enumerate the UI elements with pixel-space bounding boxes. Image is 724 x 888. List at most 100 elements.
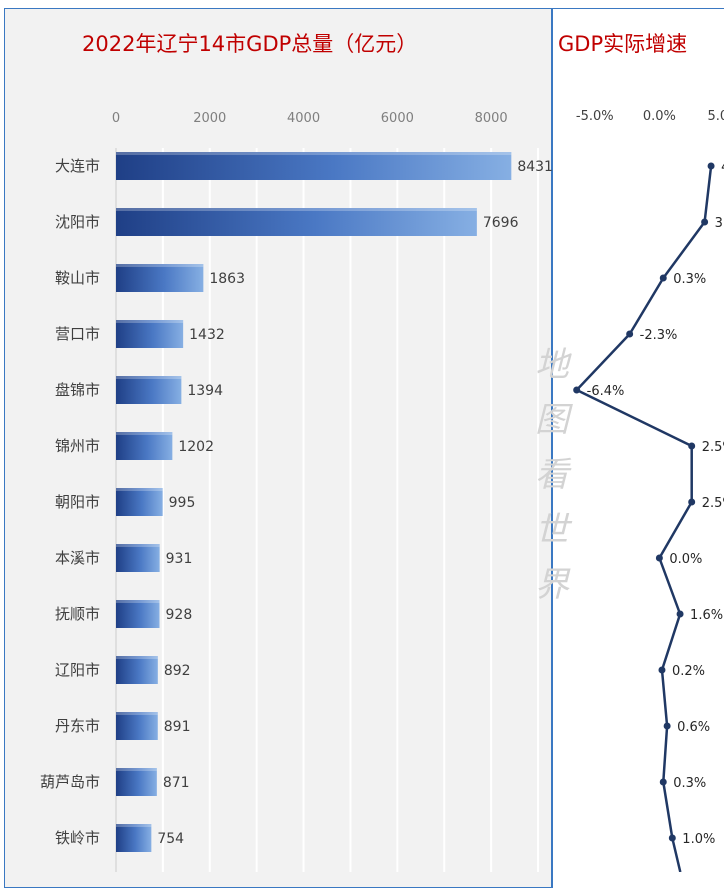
bar-value-label: 1432 [189,327,225,343]
bar-value-label: 754 [157,831,184,847]
growth-tick-label: 0.0% [643,109,676,124]
bar-highlight [116,712,158,715]
category-label: 鞍山市 [55,269,100,287]
x-tick-label: 0 [112,111,120,126]
growth-point [659,778,667,786]
x-tick-label: 4000 [287,111,320,126]
growth-value-label: 0.2% [672,664,705,679]
growth-value-label: 0.0% [669,552,702,567]
growth-value-label: -2.3% [640,328,678,343]
growth-value-label: -6.4% [587,384,625,399]
watermark: 地图看世界 [530,338,574,613]
category-label: 沈阳市 [55,213,100,231]
growth-point [659,274,667,282]
bar-highlight [116,600,160,603]
watermark-char: 界 [535,565,569,605]
bar [116,768,157,796]
bar-value-label: 931 [166,551,193,567]
growth-point [688,442,696,450]
watermark-char: 图 [535,400,569,440]
watermark-char: 地 [535,345,569,385]
bar-highlight [116,208,477,211]
grid-layer: 0 2000 4000 6000 8000 [112,111,539,872]
x-tick-label: 8000 [475,111,508,126]
x-tick-label: 6000 [381,111,414,126]
bar-layer: 大连市 8431 沈阳市 7696 鞍山市 1863 营口市 1432 盘锦市 1394 锦州市 12… [40,152,553,852]
growth-point [626,330,634,338]
bar [116,656,158,684]
bar [116,264,204,292]
bar [116,432,173,460]
bar [116,320,184,348]
bar-value-label: 8431 [517,159,553,175]
category-label: 葫芦岛市 [40,773,100,791]
bar-highlight [116,488,163,491]
watermark-char: 看 [535,455,569,495]
bar-value-label: 1202 [178,439,214,455]
gdp-growth-title: GDP实际增速 [558,32,688,56]
growth-point [663,722,671,730]
bar [116,152,512,180]
category-label: 大连市 [55,157,100,175]
growth-value-label: 1.6% [690,608,723,623]
x-tick-label: 2000 [193,111,226,126]
watermark-char: 世 [535,510,569,550]
growth-point [658,666,666,674]
category-label: 本溪市 [55,549,100,567]
category-label: 朝阳市 [55,493,100,511]
bar-value-label: 928 [166,607,193,623]
bar-highlight [116,824,152,827]
bar-highlight [116,376,182,379]
growth-point [701,218,709,226]
growth-value-label: 2.5% [702,496,724,511]
bar-highlight [116,768,157,771]
bar [116,712,158,740]
growth-value-label: 4.0% [721,160,724,175]
category-label: 丹东市 [55,717,100,735]
bar-value-label: 7696 [483,215,519,231]
category-label: 营口市 [55,325,100,343]
bar-highlight [116,152,512,155]
growth-value-label: 0.3% [673,776,706,791]
gdp-growth-panel [552,8,724,888]
bar-highlight [116,432,173,435]
growth-point [707,162,715,170]
growth-value-label: 0.3% [673,272,706,287]
category-label: 盘锦市 [55,381,100,399]
category-label: 抚顺市 [55,605,100,623]
growth-point [573,386,581,394]
growth-point [676,610,684,618]
category-label: 铁岭市 [55,829,100,847]
bar-value-label: 995 [169,495,196,511]
bar-highlight [116,656,158,659]
bar [116,600,160,628]
growth-value-label: 1.0% [682,832,715,847]
bar-value-label: 1863 [209,271,245,287]
growth-value-label: 2.5% [702,440,724,455]
bar-value-label: 892 [164,663,191,679]
bar-value-label: 1394 [187,383,223,399]
gdp-total-title: 2022年辽宁14市GDP总量（亿元） [82,32,418,56]
category-label: 辽阳市 [55,661,100,679]
growth-tick-label: -5.0% [576,109,614,124]
line-layer: -5.0% 0.0% 5.0% 4.0% 3.5% 0.3% -2.3% -6.4% 2.5% 2… [573,109,724,872]
growth-point [655,554,663,562]
bar-highlight [116,264,204,267]
growth-value-label: 3.5% [715,216,724,231]
bar-value-label: 891 [164,719,191,735]
growth-tick-label: 5.0% [707,109,724,124]
category-label: 锦州市 [55,437,100,455]
bar [116,824,152,852]
growth-value-label: 0.6% [677,720,710,735]
growth-point [688,498,696,506]
bar [116,208,477,236]
bar [116,376,182,404]
growth-point [668,834,676,842]
bar-highlight [116,320,184,323]
bar-value-label: 871 [163,775,190,791]
bar-highlight [116,544,160,547]
growth-line [575,165,713,872]
bar [116,488,163,516]
